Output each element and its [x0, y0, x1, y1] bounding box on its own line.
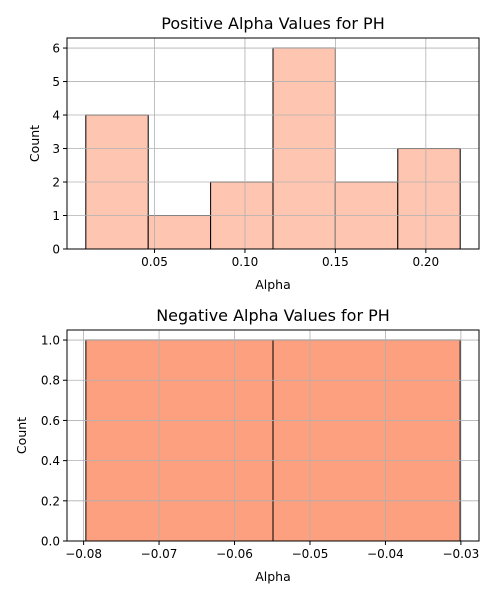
- y-tick-label: 0.8: [41, 374, 60, 388]
- x-axis-label: Alpha: [255, 277, 291, 292]
- y-tick-label: 0.2: [41, 494, 60, 508]
- histogram-bar: [147, 215, 212, 250]
- y-tick-label: 2: [52, 176, 60, 190]
- chart-title: Positive Alpha Values for PH: [161, 14, 384, 33]
- y-tick-label: 0.6: [41, 414, 60, 428]
- axes-frame: [66, 329, 480, 542]
- chart-title: Negative Alpha Values for PH: [156, 306, 390, 325]
- y-tick-label: 1.0: [41, 334, 60, 348]
- negative-alpha-histogram: −0.08 −0.07 −0.06 −0.05 −0.04 −0.03 0.0 0.2 0.4 0…: [14, 306, 480, 584]
- y-axis-label: Count: [27, 125, 42, 162]
- y-tick-label: 0.4: [41, 454, 60, 468]
- histogram-bar: [85, 339, 274, 542]
- x-axis-label: Alpha: [255, 569, 291, 584]
- x-tick-label: 0.05: [141, 255, 168, 269]
- positive-alpha-histogram: 0.05 0.10 0.15 0.20 0 1 2 3 4 5 6 Positive Alpha Va…: [27, 14, 480, 292]
- x-tick-label: 0.15: [322, 255, 349, 269]
- y-tick-label: 1: [52, 209, 60, 223]
- y-tick-label: 0.0: [41, 535, 60, 549]
- y-tick-label: 6: [52, 42, 60, 56]
- x-tick-label: −0.05: [292, 547, 329, 561]
- y-axis-label: Count: [14, 417, 29, 454]
- x-tick-label: 0.20: [412, 255, 439, 269]
- x-tick-label: −0.04: [367, 547, 404, 561]
- axes-frame: [66, 37, 480, 250]
- x-tick-label: 0.10: [232, 255, 259, 269]
- y-tick-label: 0: [52, 243, 60, 257]
- histogram-bar: [397, 148, 461, 250]
- x-tick-label: −0.03: [442, 547, 479, 561]
- histogram-bar: [272, 339, 461, 542]
- x-tick-label: −0.06: [216, 547, 253, 561]
- y-tick-label: 4: [52, 109, 60, 123]
- y-tick-label: 5: [52, 75, 60, 89]
- x-tick-label: −0.07: [141, 547, 178, 561]
- y-tick-label: 3: [52, 142, 60, 156]
- x-tick-label: −0.08: [65, 547, 102, 561]
